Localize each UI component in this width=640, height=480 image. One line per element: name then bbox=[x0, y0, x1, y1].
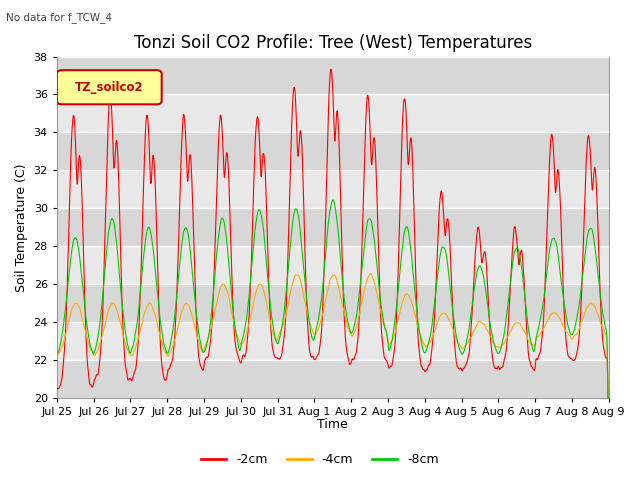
Bar bbox=[57, 360, 609, 398]
Bar bbox=[57, 284, 609, 322]
Title: Tonzi Soil CO2 Profile: Tree (West) Temperatures: Tonzi Soil CO2 Profile: Tree (West) Temp… bbox=[134, 34, 532, 52]
Text: TZ_soilco2: TZ_soilco2 bbox=[75, 81, 143, 94]
X-axis label: Time: Time bbox=[317, 419, 348, 432]
Bar bbox=[57, 208, 609, 246]
Bar bbox=[57, 57, 609, 95]
FancyBboxPatch shape bbox=[57, 70, 162, 104]
Legend: -2cm, -4cm, -8cm: -2cm, -4cm, -8cm bbox=[196, 448, 444, 471]
Text: No data for f_TCW_4: No data for f_TCW_4 bbox=[6, 12, 113, 23]
Bar bbox=[57, 132, 609, 170]
Y-axis label: Soil Temperature (C): Soil Temperature (C) bbox=[15, 163, 28, 291]
